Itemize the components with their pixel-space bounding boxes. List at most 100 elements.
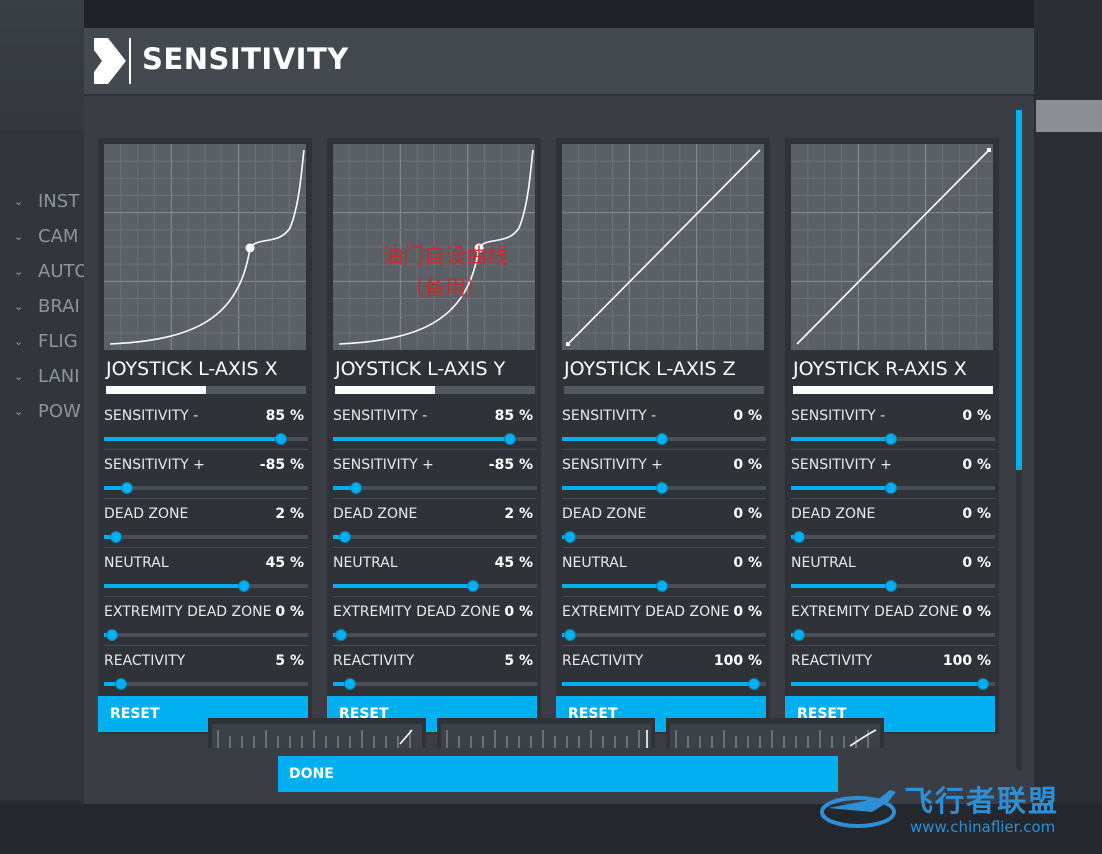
- preview-curve: [399, 729, 413, 745]
- setting-label: SENSITIVITY +: [333, 457, 434, 473]
- slider-thumb[interactable]: [792, 629, 805, 641]
- slider-thumb[interactable]: [121, 482, 134, 494]
- side-menu-item[interactable]: ⌄ AUTO: [14, 254, 89, 289]
- setting-slider[interactable]: [791, 677, 995, 691]
- slider-thumb[interactable]: [503, 433, 516, 445]
- setting-slider[interactable]: [104, 432, 308, 446]
- chevron-down-icon: ⌄: [14, 405, 24, 418]
- setting-label: REACTIVITY: [791, 653, 873, 669]
- slider-thumb[interactable]: [563, 531, 576, 543]
- setting-slider[interactable]: [791, 628, 995, 642]
- slider-thumb[interactable]: [977, 678, 990, 690]
- setting-value: 0 %: [733, 555, 762, 571]
- setting-slider[interactable]: [333, 530, 537, 544]
- setting-value: 0 %: [275, 604, 304, 620]
- setting-slider[interactable]: [791, 432, 995, 446]
- slider-thumb[interactable]: [274, 433, 287, 445]
- slider-thumb[interactable]: [885, 433, 897, 445]
- setting-slider[interactable]: [562, 677, 766, 691]
- setting-slider[interactable]: [791, 530, 995, 544]
- side-menu-label: BRAI: [38, 296, 80, 317]
- side-menu-item[interactable]: ⌄ FLIG: [14, 324, 89, 359]
- slider-thumb[interactable]: [105, 629, 118, 641]
- setting-row: EXTREMITY DEAD ZONE 0 %: [791, 596, 995, 644]
- slider-thumb[interactable]: [748, 678, 761, 690]
- setting-row: REACTIVITY 100 %: [562, 645, 766, 693]
- setting-slider[interactable]: [562, 530, 766, 544]
- setting-slider[interactable]: [562, 432, 766, 446]
- scrollbar-thumb[interactable]: [1016, 110, 1022, 470]
- slider-thumb[interactable]: [656, 580, 668, 592]
- background-bottom: [0, 804, 1102, 854]
- setting-slider[interactable]: [562, 481, 766, 495]
- setting-slider[interactable]: [104, 530, 308, 544]
- slider-thumb[interactable]: [792, 531, 805, 543]
- slider-thumb[interactable]: [350, 482, 363, 494]
- response-curve: [567, 149, 761, 345]
- setting-value: -85 %: [259, 457, 304, 473]
- setting-slider[interactable]: [104, 677, 308, 691]
- response-curve-graph: [104, 144, 306, 350]
- overlay-note-line: （备用）: [403, 276, 487, 300]
- side-menu-item[interactable]: ⌄ LANI: [14, 359, 89, 394]
- slider-thumb[interactable]: [885, 482, 897, 494]
- slider-thumb[interactable]: [115, 678, 128, 690]
- side-menu-label: CAM: [38, 226, 79, 247]
- preview-ticks: [446, 730, 648, 748]
- setting-value: 0 %: [962, 457, 991, 473]
- setting-slider[interactable]: [562, 579, 766, 593]
- side-menu-label: LANI: [38, 366, 80, 387]
- chevron-down-icon: ⌄: [14, 195, 24, 208]
- setting-row: NEUTRAL 45 %: [333, 547, 537, 595]
- setting-slider[interactable]: [333, 628, 537, 642]
- response-curve-graph: [562, 144, 764, 350]
- slider-thumb[interactable]: [656, 433, 668, 445]
- setting-slider[interactable]: [333, 677, 537, 691]
- response-curve-graph: [791, 144, 993, 350]
- setting-row: REACTIVITY 5 %: [104, 645, 308, 693]
- setting-label: NEUTRAL: [562, 555, 627, 571]
- setting-slider[interactable]: [562, 628, 766, 642]
- slider-thumb[interactable]: [338, 531, 351, 543]
- setting-slider[interactable]: [791, 579, 995, 593]
- background-tab[interactable]: [1036, 100, 1102, 132]
- curve-position-dot: [566, 342, 570, 346]
- setting-row: DEAD ZONE 2 %: [104, 498, 308, 546]
- done-button[interactable]: DONE: [278, 756, 838, 792]
- setting-slider[interactable]: [791, 481, 995, 495]
- slider-thumb[interactable]: [334, 629, 347, 641]
- slider-thumb[interactable]: [467, 580, 480, 592]
- slider-thumb[interactable]: [344, 678, 357, 690]
- slider-thumb[interactable]: [656, 482, 668, 494]
- side-menu-item[interactable]: ⌄ BRAI: [14, 289, 89, 324]
- setting-value: 100 %: [713, 653, 762, 669]
- setting-slider[interactable]: [333, 481, 537, 495]
- dialog-header: SENSITIVITY: [84, 28, 1034, 96]
- setting-slider[interactable]: [104, 481, 308, 495]
- setting-slider[interactable]: [104, 628, 308, 642]
- axis-input-bar: [564, 386, 764, 394]
- setting-row: SENSITIVITY - 85 %: [104, 400, 308, 448]
- side-menu-item[interactable]: ⌄ POW: [14, 394, 89, 429]
- setting-label: SENSITIVITY +: [562, 457, 663, 473]
- setting-value: 5 %: [275, 653, 304, 669]
- setting-label: SENSITIVITY -: [104, 408, 199, 424]
- slider-thumb[interactable]: [238, 580, 251, 592]
- setting-value: -85 %: [488, 457, 533, 473]
- setting-row: NEUTRAL 45 %: [104, 547, 308, 595]
- slider-thumb[interactable]: [885, 580, 897, 592]
- setting-label: EXTREMITY DEAD ZONE: [562, 604, 730, 620]
- setting-slider[interactable]: [104, 579, 308, 593]
- setting-value: 0 %: [504, 604, 533, 620]
- preview-ticks: [675, 729, 877, 748]
- side-menu-item[interactable]: ⌄ CAM: [14, 219, 89, 254]
- side-menu-label: INST: [38, 191, 80, 212]
- side-menu-item[interactable]: ⌄ INST: [14, 184, 89, 219]
- response-curve: [338, 149, 534, 345]
- setting-slider[interactable]: [333, 432, 537, 446]
- setting-slider[interactable]: [333, 579, 537, 593]
- setting-label: DEAD ZONE: [104, 506, 189, 522]
- slider-thumb[interactable]: [109, 531, 122, 543]
- slider-thumb[interactable]: [563, 629, 576, 641]
- axis-card: JOYSTICK L-AXIS X SENSITIVITY -85 % SENSIT…: [98, 138, 312, 734]
